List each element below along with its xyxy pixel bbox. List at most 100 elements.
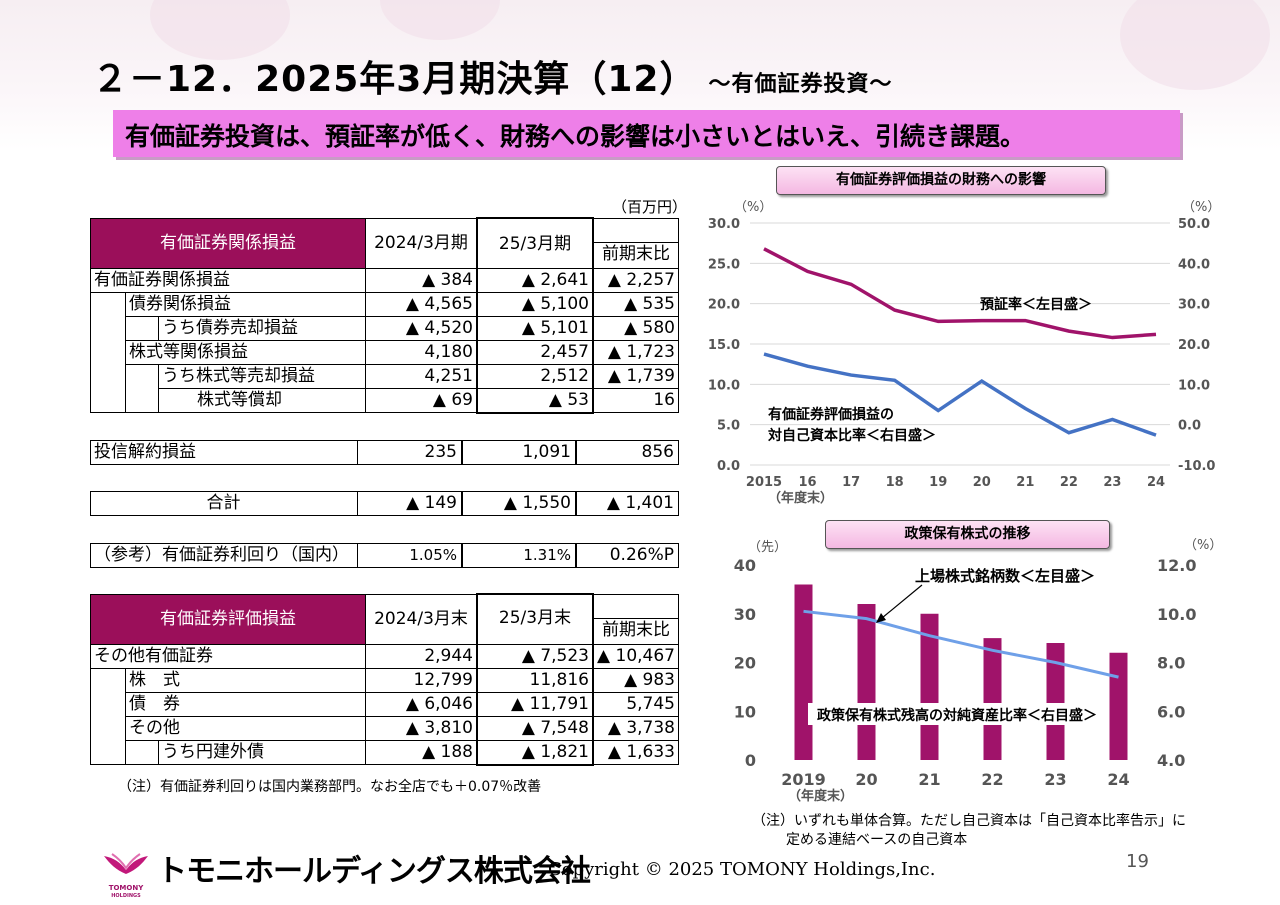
table-row: その他 ▲ 3,810 ▲ 7,548 ▲ 3,738: [90, 715, 679, 741]
page-number: 19: [1126, 851, 1149, 872]
cell: 1,091: [461, 441, 577, 464]
series-label-valuation-line1: 有価証券評価損益の: [768, 406, 894, 423]
y-tick-left: 10: [734, 702, 756, 721]
row-label: 株式等関係損益: [125, 339, 366, 365]
table-row: うち株式等売却損益 4,251 2,512 ▲ 1,739: [90, 363, 679, 389]
bar: [1109, 652, 1128, 760]
row-label: その他: [125, 715, 366, 741]
y-tick-left: 30: [734, 605, 756, 624]
y-tick-right: 12.0: [1157, 556, 1196, 575]
table-row: うち債券売却損益 ▲ 4,520 ▲ 5,101 ▲ 580: [90, 315, 679, 341]
cell: ▲ 6,046: [365, 691, 478, 717]
title-main: ２－12．2025年3月期決算（12）: [92, 59, 697, 100]
cell: 1.31%: [461, 544, 577, 567]
cell: ▲ 7,548: [476, 715, 594, 741]
y-tick-right: 10.0: [1178, 378, 1210, 393]
y-tick-right: 40.0: [1178, 257, 1210, 272]
page-title: ２－12．2025年3月期決算（12） ～有価証券投資～: [92, 50, 892, 102]
table-row: 株式等償却 ▲ 69 ▲ 53 16: [90, 387, 679, 414]
logo-text-line1: TOMONY: [108, 884, 144, 892]
logo-text-line2: HOLDINGS: [111, 893, 141, 899]
indent: [90, 340, 126, 364]
y-tick-left: 30.0: [708, 217, 740, 232]
y-tick-right: 6.0: [1157, 702, 1185, 721]
cell: 4,180: [365, 339, 478, 365]
chart1-title: 有価証券評価損益の財務への影響: [776, 166, 1106, 195]
y-tick-left: 0.0: [717, 459, 740, 474]
row-label: 債 券: [125, 691, 366, 717]
table1-header-label: 有価証券関係損益: [90, 217, 366, 269]
decorative-petal: [1120, 0, 1270, 90]
cell: ▲ 10,467: [592, 643, 679, 669]
x-tick: 24: [1147, 475, 1165, 490]
cell: 16: [592, 387, 679, 413]
row-label: 株 式: [125, 667, 366, 693]
x-tick: 22: [1060, 475, 1078, 490]
table2-col-diff: 前期末比: [592, 593, 679, 645]
x-tick: 21: [918, 770, 940, 789]
y-tick-right: -10.0: [1178, 459, 1215, 474]
indent: [90, 316, 126, 340]
series-line-0: [763, 247, 1157, 340]
table2-col-diff-label: 前期末比: [594, 617, 678, 644]
x-tick: 21: [1016, 475, 1034, 490]
annotation-arrow: [881, 584, 923, 619]
table1-col-2025: 25/3月期: [476, 217, 594, 269]
cell: ▲ 188: [365, 739, 478, 765]
y-tick-left: 20: [734, 654, 756, 673]
cell: ▲ 7,523: [476, 643, 594, 669]
cell: ▲ 2,257: [592, 267, 679, 293]
cell: ▲ 3,738: [592, 715, 679, 741]
table1-col-2024: 2024/3月期: [365, 217, 478, 269]
cell: 5,745: [592, 691, 679, 717]
indent: [90, 716, 126, 740]
cell: 2,944: [365, 643, 478, 669]
y-unit-left: （%）: [734, 200, 772, 215]
y-tick-right: 20.0: [1178, 338, 1210, 353]
cell: ▲ 580: [592, 315, 679, 341]
indent: [125, 740, 159, 765]
bar: [857, 604, 876, 760]
x-tick: 24: [1107, 770, 1129, 789]
y-unit-right: （%）: [1184, 538, 1222, 553]
cell: 2,457: [476, 339, 594, 365]
label-backdrop: [808, 703, 1106, 725]
cell: ▲ 4,565: [365, 291, 478, 317]
cell: 0.26%P: [609, 545, 674, 565]
table1-col-diff-label: 前期末比: [594, 241, 678, 268]
x-tick: 19: [929, 475, 947, 490]
cell: ▲ 535: [592, 291, 679, 317]
valuation-gain-loss-table: 有価証券評価損益 2024/3月末 25/3月末 前期末比 その他有価証券 2,…: [90, 593, 679, 766]
tomony-logo-icon: [104, 853, 148, 874]
table-row: 債 券 ▲ 6,046 ▲ 11,791 5,745: [90, 691, 679, 717]
indent: [90, 364, 126, 388]
x-tick: 20: [855, 770, 877, 789]
banner-text: 有価証券投資は、預証率が低く、財務への影響は小さいとはいえ、引続き課題。: [125, 122, 1026, 151]
x-tick: 17: [842, 475, 860, 490]
table-row: その他有価証券 2,944 ▲ 7,523 ▲ 10,467: [90, 643, 679, 669]
table-row: 債券関係損益 ▲ 4,565 ▲ 5,100 ▲ 535: [90, 291, 679, 317]
series-label-ratio: 預証率＜左目盛＞: [980, 296, 1092, 313]
y-tick-left: 25.0: [708, 257, 740, 272]
cell: ▲ 1,633: [592, 739, 679, 765]
series-line-1: [763, 352, 1157, 437]
indent: [125, 316, 159, 340]
company-name: トモニホールディングス株式会社: [157, 854, 591, 889]
table-row-yield: （参考）有価証券利回り（国内） 1.05% 1.31% 0.26%P: [90, 543, 679, 568]
title-sub: ～有価証券投資～: [708, 72, 893, 97]
row-label: うち株式等売却損益: [158, 363, 366, 389]
series-line: [803, 609, 1119, 679]
table2-header-label: 有価証券評価損益: [90, 593, 366, 645]
table1-col-diff: 前期末比: [592, 217, 679, 269]
cell: ▲ 1,723: [592, 339, 679, 365]
x-axis-label: （年度末）: [788, 788, 853, 804]
summary-banner: 有価証券投資は、預証率が低く、財務への影響は小さいとはいえ、引続き課題。: [113, 110, 1180, 157]
table-row-total: 合計 ▲ 149 ▲ 1,550 ▲ 1,401: [90, 491, 679, 516]
indent: [90, 668, 126, 692]
x-tick: 23: [1044, 770, 1066, 789]
cell: ▲ 1,401: [606, 493, 674, 513]
x-tick: 2015: [746, 475, 782, 490]
chart2-title: 政策保有株式の推移: [825, 520, 1110, 549]
cell: 4,251: [365, 363, 478, 389]
indent: [90, 388, 126, 413]
